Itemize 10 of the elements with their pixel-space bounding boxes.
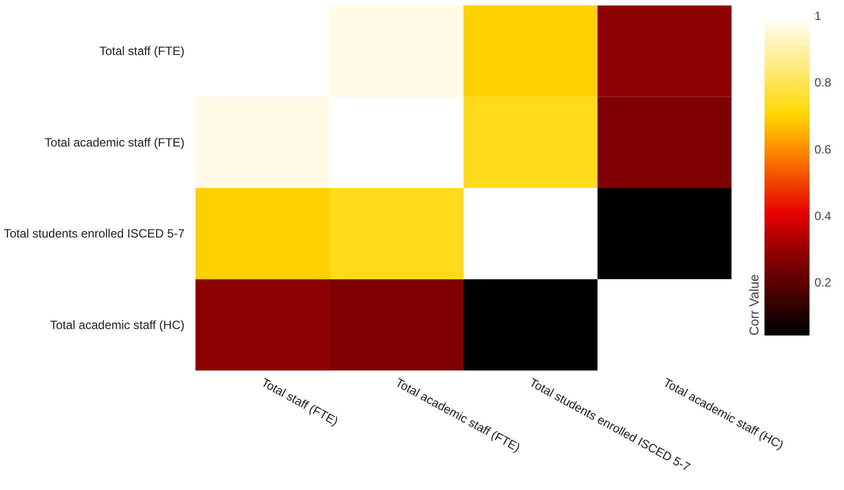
y-tick-label: Total academic staff (HC) [50,318,185,332]
color-bar-label: 1 [814,9,822,23]
color-bar-label: 0.2 [814,276,832,290]
y-tick-label: Total staff (FTE) [99,44,185,58]
y-tick-label: Total students enrolled ISCED 5-7 [4,226,185,241]
color-bar-title: Corr Value [746,274,762,336]
y-tick-label: Total academic staff (FTE) [44,135,185,150]
color-bar-label: 0.6 [814,142,832,156]
color-bar-label: 0.4 [814,209,832,223]
color-bar-label: 0.8 [814,76,832,90]
